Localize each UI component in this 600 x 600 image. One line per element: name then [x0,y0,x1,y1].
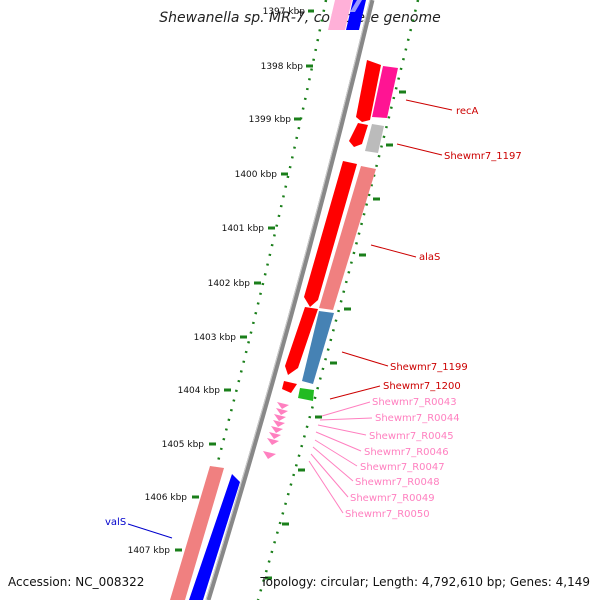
inner-ruler-ticks [175,9,314,552]
tick-label: 1397 kbp [263,7,306,17]
tick-label: 1399 kbp [249,115,292,125]
gene-label-shewmr7-r0044[interactable]: Shewmr7_R0044 [375,413,460,424]
gene-shewmr7-1199[interactable] [302,311,334,384]
label-leaders [127,99,453,539]
genome-backbone [205,0,375,600]
gene-label-shewmr7-1197[interactable]: Shewmr7_1197 [444,151,522,162]
gene-label-shewmr7-1200[interactable]: Shewmr7_1200 [383,381,461,392]
tick-label: 1400 kbp [235,170,278,180]
gene-label-valS[interactable]: valS [105,517,126,528]
tick-label: 1398 kbp [261,62,304,72]
gene-alaS[interactable] [319,166,376,310]
gene-label-alaS[interactable]: alaS [419,252,440,263]
gene-top-pink[interactable] [328,0,352,30]
accession-text: Accession: NC_008322 [8,575,144,589]
gene-label-shewmr7-r0047[interactable]: Shewmr7_R0047 [360,462,445,473]
gene-top-highlight [350,0,362,12]
gene-label-shewmr7-r0049[interactable]: Shewmr7_R0049 [350,493,435,504]
gene-shewmr7-1197-reverse[interactable] [349,123,368,147]
gene-shewmr7-1200[interactable] [298,388,314,401]
outer-ruler-ticks [265,90,406,580]
tick-label: 1404 kbp [178,386,221,396]
gene-label-shewmr7-r0043[interactable]: Shewmr7_R0043 [372,397,457,408]
gene-valS-neighbor[interactable] [170,466,224,600]
gene-recA[interactable] [372,66,398,118]
tick-label: 1405 kbp [162,440,205,450]
gene-shewmr7-1199-reverse[interactable] [285,307,318,375]
tick-label: 1402 kbp [208,279,251,289]
gene-label-shewmr7-r0045[interactable]: Shewmr7_R0045 [369,431,454,442]
gene-label-recA[interactable]: recA [456,106,479,117]
trna-cluster[interactable] [263,402,289,459]
gene-label-shewmr7-r0046[interactable]: Shewmr7_R0046 [364,447,449,458]
tick-label: 1403 kbp [194,333,237,343]
genome-backbone-highlight [205,0,371,600]
gene-label-shewmr7-1199[interactable]: Shewmr7_1199 [390,362,468,373]
tick-label: 1406 kbp [145,493,188,503]
gene-shewmr7-1200-reverse[interactable] [282,381,297,393]
gene-valS[interactable] [189,474,240,600]
tick-label: 1407 kbp [128,546,171,556]
gene-alaS-reverse[interactable] [304,161,357,307]
gene-label-shewmr7-r0048[interactable]: Shewmr7_R0048 [355,477,440,488]
gene-shewmr7-1197[interactable] [365,124,384,153]
gene-top-blue[interactable] [346,0,366,30]
gene-recA-reverse[interactable] [356,60,381,122]
gene-label-shewmr7-r0050[interactable]: Shewmr7_R0050 [345,509,430,520]
topology-text: Topology: circular; Length: 4,792,610 bp… [259,575,590,589]
tick-label: 1401 kbp [222,224,265,234]
